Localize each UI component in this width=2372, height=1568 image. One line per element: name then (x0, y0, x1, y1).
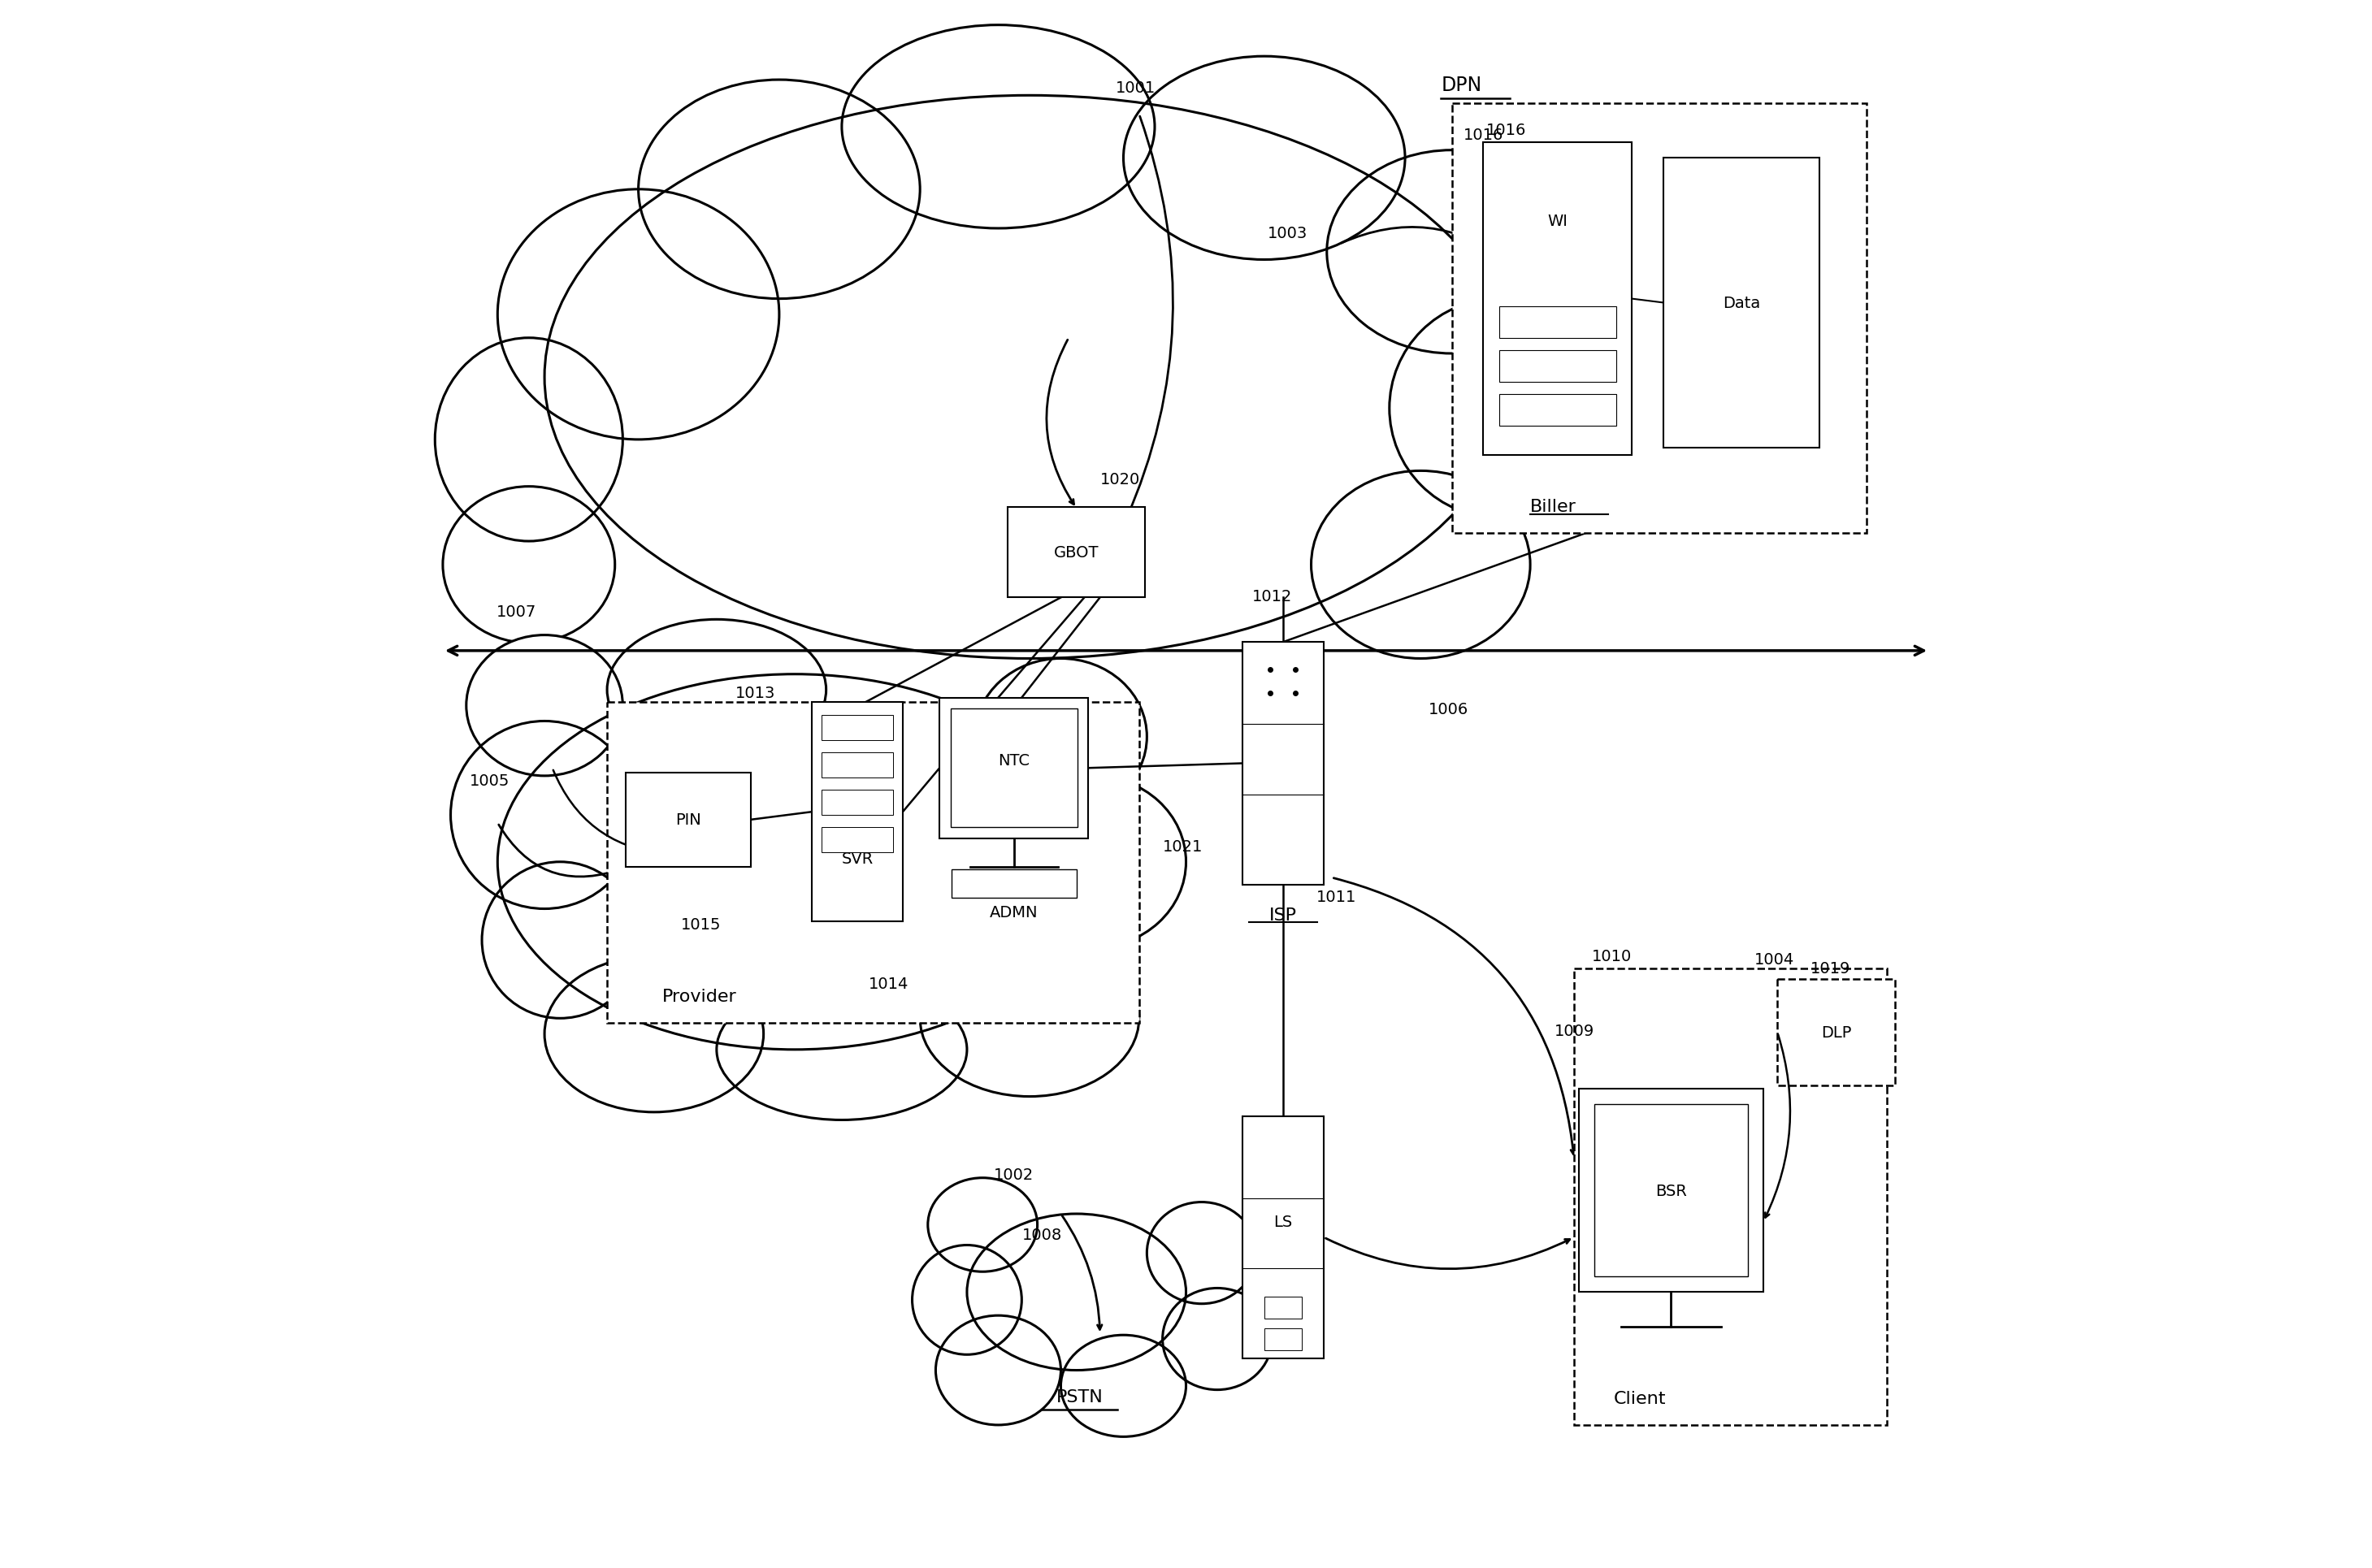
Text: GBOT: GBOT (1053, 546, 1098, 560)
FancyBboxPatch shape (1243, 643, 1324, 884)
Text: 1006: 1006 (1428, 701, 1468, 717)
FancyBboxPatch shape (821, 828, 894, 853)
Text: LS: LS (1274, 1214, 1293, 1229)
FancyBboxPatch shape (1499, 351, 1615, 383)
FancyBboxPatch shape (939, 698, 1089, 839)
FancyBboxPatch shape (1777, 980, 1895, 1085)
Text: 1011: 1011 (1316, 889, 1357, 905)
FancyBboxPatch shape (951, 709, 1077, 828)
Text: 1019: 1019 (1810, 961, 1850, 977)
Text: 1002: 1002 (994, 1167, 1034, 1182)
Text: 1001: 1001 (1115, 80, 1155, 96)
FancyBboxPatch shape (1452, 103, 1867, 533)
Text: 1004: 1004 (1755, 952, 1793, 967)
Text: 1016: 1016 (1487, 122, 1528, 138)
Text: 1008: 1008 (1022, 1226, 1063, 1242)
Text: WI: WI (1547, 213, 1568, 229)
Text: 1003: 1003 (1267, 226, 1307, 241)
FancyBboxPatch shape (626, 773, 752, 867)
Text: Provider: Provider (662, 988, 735, 1005)
Text: ADMN: ADMN (989, 905, 1039, 920)
Text: PIN: PIN (676, 812, 702, 828)
Text: Biller: Biller (1530, 499, 1577, 514)
FancyBboxPatch shape (1243, 1116, 1324, 1358)
Text: 1012: 1012 (1252, 588, 1293, 604)
Text: Data: Data (1722, 295, 1760, 310)
FancyBboxPatch shape (1580, 1088, 1762, 1292)
Text: SVR: SVR (842, 851, 873, 867)
Text: 1016: 1016 (1464, 127, 1504, 143)
FancyBboxPatch shape (821, 753, 894, 778)
FancyBboxPatch shape (1499, 307, 1615, 339)
Text: 1014: 1014 (868, 977, 908, 993)
Text: 1009: 1009 (1554, 1024, 1594, 1038)
Text: 1007: 1007 (496, 604, 536, 619)
Text: 1013: 1013 (735, 685, 776, 701)
FancyBboxPatch shape (1575, 969, 1888, 1425)
FancyBboxPatch shape (811, 702, 904, 922)
FancyBboxPatch shape (607, 702, 1139, 1024)
FancyBboxPatch shape (1663, 158, 1819, 448)
FancyBboxPatch shape (951, 870, 1077, 898)
Text: 1020: 1020 (1101, 472, 1141, 486)
FancyBboxPatch shape (1008, 508, 1146, 597)
FancyBboxPatch shape (1482, 143, 1632, 456)
Text: 1021: 1021 (1162, 839, 1203, 855)
Text: 1005: 1005 (470, 773, 510, 789)
Text: 1010: 1010 (1592, 949, 1632, 964)
FancyBboxPatch shape (1264, 1297, 1302, 1319)
FancyBboxPatch shape (1499, 395, 1615, 426)
FancyBboxPatch shape (821, 790, 894, 815)
Text: PSTN: PSTN (1056, 1389, 1103, 1405)
Text: NTC: NTC (999, 753, 1029, 768)
Text: Client: Client (1613, 1389, 1665, 1406)
Text: DLP: DLP (1822, 1025, 1850, 1040)
FancyBboxPatch shape (821, 715, 894, 740)
Text: 1015: 1015 (681, 917, 721, 933)
Text: ISP: ISP (1269, 906, 1297, 924)
Text: DPN: DPN (1442, 75, 1482, 96)
Text: BSR: BSR (1656, 1182, 1686, 1198)
FancyBboxPatch shape (1264, 1328, 1302, 1350)
FancyBboxPatch shape (1594, 1104, 1748, 1276)
